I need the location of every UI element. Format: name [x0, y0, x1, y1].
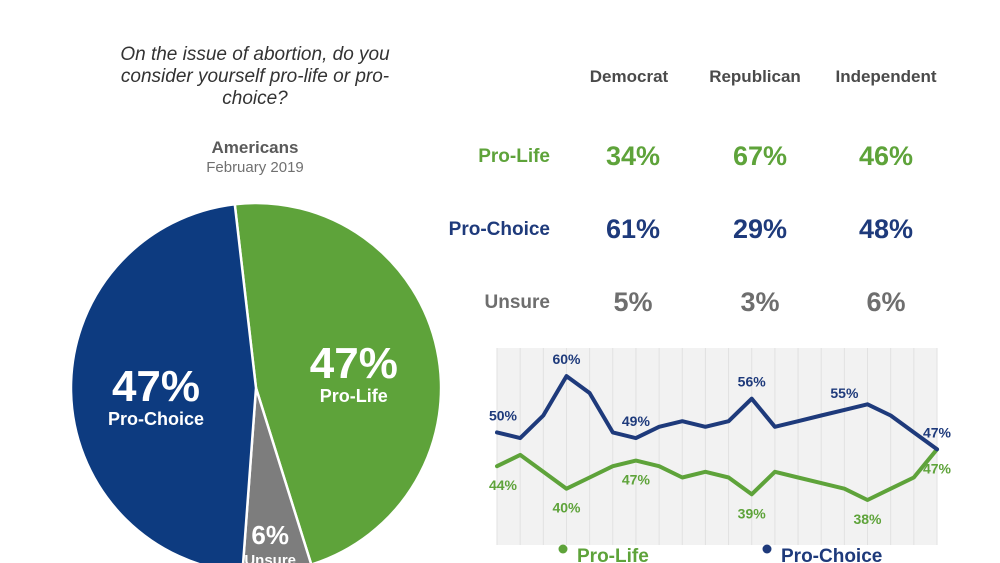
legend-marker-pro-choice [762, 544, 772, 554]
cell-pro-choice-republican: 29% [732, 214, 788, 244]
pie-label-pro-choice: Pro-Choice [108, 409, 204, 429]
series-line-pro-life [495, 447, 939, 502]
cell-pro-choice-democrat: 61% [605, 214, 661, 244]
data-label-pro-life: 40% [552, 500, 581, 516]
cell-unsure-independent: 6% [866, 287, 906, 317]
survey-question: On the issue of abortion, do you conside… [120, 44, 390, 109]
pie-title: Americans [211, 138, 299, 157]
pie-slice-pro-life [233, 201, 443, 563]
pie-value-unsure: 6% [251, 520, 289, 550]
cell-unsure-democrat: 5% [613, 287, 653, 317]
cell-pro-choice-independent: 48% [858, 214, 914, 244]
column-header-republican: Republican [709, 67, 801, 86]
cell-pro-life-republican: 67% [732, 141, 788, 171]
pie-value-pro-life: 47% [310, 339, 398, 388]
legend-label-pro-choice: Pro-Choice [781, 546, 882, 563]
data-label-pro-life: 47% [622, 472, 651, 488]
column-header-independent: Independent [835, 67, 937, 86]
pie-value-pro-choice: 47% [112, 362, 200, 411]
data-label-pro-choice: 50% [489, 407, 518, 423]
data-label-pro-life: 39% [738, 505, 767, 521]
cell-pro-life-independent: 46% [858, 141, 914, 171]
data-label-pro-choice: 55% [830, 385, 859, 401]
pie-subtitle: February 2019 [206, 159, 304, 176]
legend-marker-pro-life [558, 544, 568, 554]
data-label-pro-life: 47% [923, 460, 952, 476]
data-label-pro-choice: 56% [738, 374, 767, 390]
pie-label-pro-life: Pro-Life [320, 386, 388, 406]
row-label-unsure: Unsure [484, 292, 550, 313]
data-label-pro-choice: 47% [923, 424, 952, 440]
data-label-pro-choice: 60% [552, 351, 581, 367]
cell-pro-life-democrat: 34% [605, 141, 661, 171]
data-label-pro-life: 38% [853, 511, 882, 527]
data-label-pro-choice: 49% [622, 413, 651, 429]
legend-label-pro-life: Pro-Life [577, 546, 649, 563]
data-label-pro-life: 44% [489, 477, 518, 493]
column-header-democrat: Democrat [589, 67, 669, 86]
pie-slice-unsure [241, 387, 313, 563]
row-label-pro-life: Pro-Life [478, 146, 550, 167]
row-label-pro-choice: Pro-Choice [448, 219, 550, 240]
cell-unsure-republican: 3% [740, 287, 780, 317]
pie-slice-pro-choice [69, 202, 258, 563]
series-line-pro-choice [495, 374, 939, 452]
pie-label-unsure: Unsure [244, 552, 296, 563]
